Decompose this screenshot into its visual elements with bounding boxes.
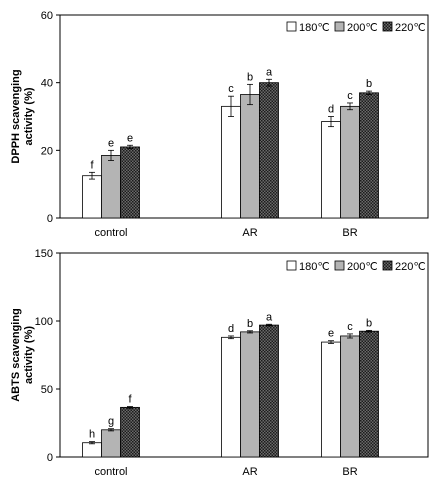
y-axis-label-line: activity (%) [23,87,35,145]
dpph-chart: 0 20 40 60 DPPH scavengingactivity (%) contro… [10,10,429,239]
significance-letter: a [266,311,273,323]
y-tick-label: 40 [41,78,53,90]
bar [259,324,279,458]
significance-letter: h [89,429,95,441]
bar [82,175,102,219]
x-category-label: control [94,227,127,239]
significance-letter: d [328,104,334,116]
y-axis-label: ABTS scavengingactivity (%) [10,308,35,402]
bar [240,94,260,219]
bar [321,121,341,219]
significance-letter: b [366,78,372,90]
legend-label: 180℃ [299,22,330,34]
y-tick-label: 0 [47,452,53,464]
x-category-label: BR [342,227,357,239]
x-category-label: AR [242,466,257,478]
legend-label: 220℃ [395,261,426,273]
significance-letter: d [228,323,234,335]
bar [101,429,121,458]
y-tick-label: 20 [41,145,53,157]
bar [359,92,379,219]
legend-swatch [382,260,393,271]
bar [120,146,140,219]
legend-label: 180℃ [299,261,330,273]
significance-letter: e [108,137,114,149]
significance-letter: c [347,90,353,102]
legend-swatch [382,21,393,32]
legend: 180℃ 200℃ 220℃ [286,21,426,34]
legend-swatch [286,21,297,32]
legend-label: 220℃ [395,22,426,34]
legend-swatch [334,21,345,32]
legend: 180℃ 200℃ 220℃ [286,260,426,273]
abts-chart: 0 50 100 150 ABTS scavengingactivity (%) cont… [10,248,429,478]
significance-letter: g [108,416,114,428]
y-tick-label: 0 [47,213,53,225]
bar [101,155,121,219]
bar [259,82,279,219]
significance-letter: f [90,159,94,171]
y-tick-label: 50 [41,384,53,396]
significance-letter: e [127,132,133,144]
bar [221,336,241,458]
significance-letter: b [247,318,253,330]
bar [321,341,341,458]
bar [82,442,102,458]
legend-label: 200℃ [347,261,378,273]
y-axis-label-line: ABTS scavenging [10,308,22,402]
bar [359,330,379,458]
y-axis-label-line: DPPH scavenging [10,69,22,163]
bar [120,406,140,458]
legend-label: 200℃ [347,22,378,34]
legend-swatch [286,260,297,271]
significance-letter: b [366,317,372,329]
bar [221,105,241,219]
bar [340,105,360,219]
x-category-label: control [94,466,127,478]
y-axis-label: DPPH scavengingactivity (%) [10,69,35,163]
bar [240,331,260,458]
bar [340,335,360,458]
x-category-label: AR [242,227,257,239]
x-category-label: BR [342,466,357,478]
y-tick-label: 150 [35,248,53,260]
significance-letter: c [347,321,353,333]
significance-letter: c [228,83,234,95]
significance-letter: e [328,328,334,340]
significance-letter: b [247,71,253,83]
y-tick-label: 60 [41,10,53,22]
legend-swatch [334,260,345,271]
significance-letter: f [128,394,132,406]
y-tick-label: 100 [35,316,53,328]
significance-letter: a [266,66,273,78]
y-axis-label-line: activity (%) [23,326,35,384]
